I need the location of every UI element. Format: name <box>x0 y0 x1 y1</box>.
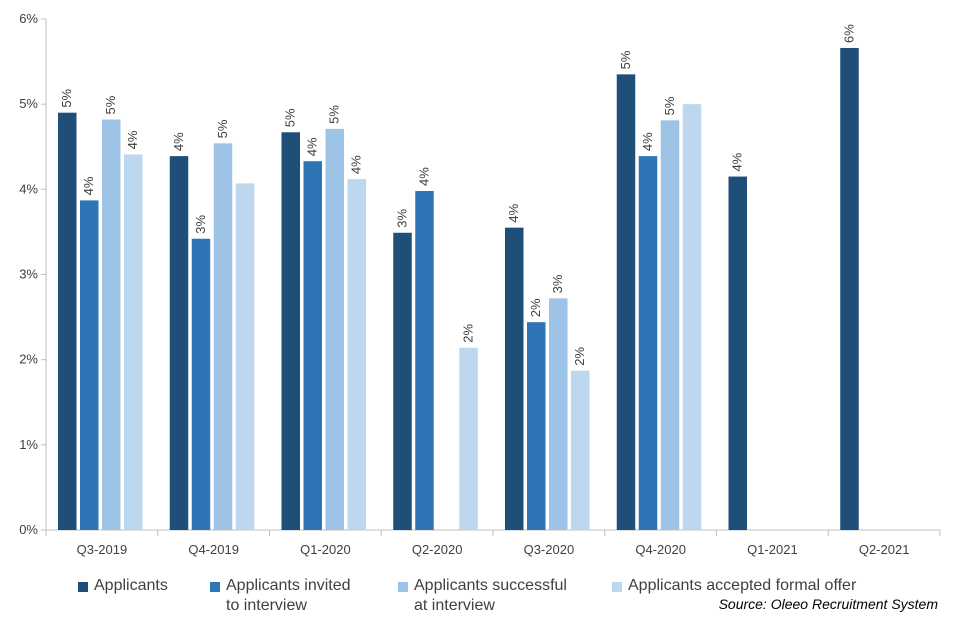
y-tick-label: 2% <box>19 352 38 367</box>
bar <box>549 298 568 530</box>
bar <box>393 232 412 531</box>
x-tick-label: Q3-2019 <box>77 542 128 557</box>
bar <box>459 347 478 530</box>
bar <box>840 47 859 530</box>
data-label: 5% <box>103 95 118 114</box>
x-tick-label: Q2-2021 <box>859 542 910 557</box>
bar <box>616 74 636 530</box>
legend-swatch-successful <box>398 582 408 592</box>
bar <box>281 132 300 530</box>
legend: Applicants Applicants invited to intervi… <box>78 576 938 626</box>
data-label: 2% <box>461 324 476 343</box>
bar <box>303 161 322 530</box>
x-tick-label: Q4-2019 <box>188 542 239 557</box>
bar <box>235 183 255 530</box>
data-label: 4% <box>730 152 745 171</box>
data-label: 2% <box>572 347 587 366</box>
bar <box>660 120 680 531</box>
legend-swatch-invited <box>210 582 220 592</box>
data-label: 3% <box>550 274 565 293</box>
data-label: 5% <box>283 108 298 127</box>
x-tick-label: Q1-2020 <box>300 542 351 557</box>
y-tick-label: 4% <box>19 181 38 196</box>
legend-label-invited-line2: to interview <box>226 597 307 614</box>
bar <box>527 322 546 530</box>
x-tick-label: Q3-2020 <box>524 542 575 557</box>
y-tick-label: 5% <box>19 96 38 111</box>
axes-group: 0% 1% 2% 3% 4% 5% 6% Q3-2019 Q4-2019 Q1-2020 Q2-20… <box>19 11 941 557</box>
data-label: 5% <box>215 119 230 138</box>
data-label: 4% <box>125 130 140 149</box>
data-label: 2% <box>528 298 543 317</box>
legend-label-successful-line2: at interview <box>414 597 495 614</box>
data-label: 5% <box>662 96 677 115</box>
y-tick-label: 3% <box>19 267 38 282</box>
bar <box>505 227 524 531</box>
data-label: 4% <box>506 203 521 222</box>
legend-label-successful-line1: Applicants successful <box>414 577 567 594</box>
y-tick-label: 6% <box>19 11 38 26</box>
data-label: 4% <box>349 155 364 174</box>
bar <box>638 156 658 530</box>
data-label: 4% <box>417 167 432 186</box>
legend-label-invited-line1: Applicants invited <box>226 577 351 594</box>
x-tick-label: Q2-2020 <box>412 542 463 557</box>
legend-label-applicants: Applicants <box>94 577 168 594</box>
bar <box>80 200 99 530</box>
x-tick-label: Q1-2021 <box>747 542 798 557</box>
legend-swatch-accepted <box>612 582 622 592</box>
data-label: 6% <box>842 24 857 43</box>
legend-item-successful: Applicants successful at interview <box>398 576 567 616</box>
data-label: 5% <box>618 50 633 69</box>
bar <box>728 176 747 530</box>
legend-swatch-applicants <box>78 582 88 592</box>
legend-label-accepted: Applicants accepted formal offer <box>628 577 857 594</box>
bar <box>102 119 121 530</box>
data-label: 5% <box>59 88 74 107</box>
bar <box>191 238 211 531</box>
data-label: 4% <box>171 132 186 151</box>
bar <box>347 179 366 530</box>
y-tick-label: 1% <box>19 437 38 452</box>
x-tick-label: Q4-2020 <box>635 542 686 557</box>
data-label: 4% <box>640 132 655 151</box>
data-label: 3% <box>193 215 208 234</box>
bar <box>682 104 702 531</box>
legend-item-accepted: Applicants accepted formal offer <box>612 576 856 596</box>
bar <box>571 370 590 530</box>
source-note: Source: Oleeo Recruitment System <box>718 596 938 612</box>
bar-chart: 0% 1% 2% 3% 4% 5% 6% Q3-2019 Q4-2019 Q1-2020 Q2-20… <box>19 11 941 557</box>
legend-item-invited: Applicants invited to interview <box>210 576 351 616</box>
data-labels-group: 5% 4% 5% 3% 4% 5% 4% 6% 4% 3% 4% 4% 2% 4% 5% 5% 5% 3% 5% 4%… <box>59 24 856 366</box>
data-label: 4% <box>305 137 320 156</box>
bar <box>325 128 344 531</box>
data-label: 4% <box>81 176 96 195</box>
y-tick-label: 0% <box>19 522 38 537</box>
data-label: 5% <box>327 105 342 124</box>
bar <box>415 191 434 530</box>
bar <box>169 156 189 530</box>
bar <box>213 143 233 531</box>
bar <box>58 112 77 530</box>
bars-group <box>58 47 859 531</box>
legend-item-applicants: Applicants <box>78 576 168 596</box>
bar <box>124 154 143 531</box>
data-label: 3% <box>395 209 410 228</box>
